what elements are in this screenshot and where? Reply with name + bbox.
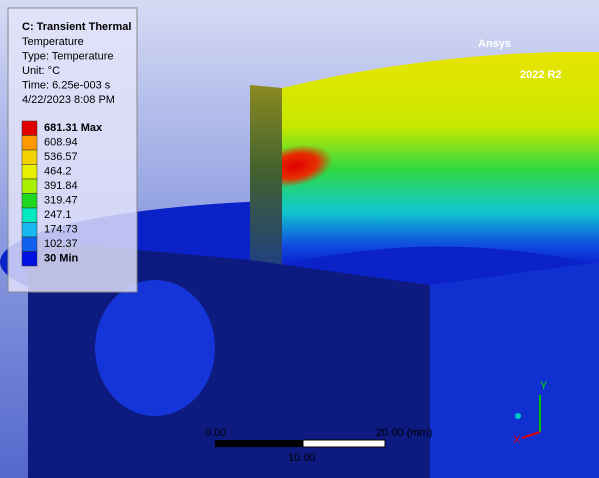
legend-label: 464.2 <box>44 166 72 178</box>
logo: Ansys <box>478 38 511 50</box>
legend-swatch <box>21 135 38 151</box>
legend-swatch <box>21 178 38 194</box>
block-side <box>430 262 599 478</box>
legend-swatch <box>21 120 38 136</box>
legend-swatch <box>21 149 38 165</box>
scale-end: 20.00 (mm) <box>376 427 432 439</box>
legend-label: 102.37 <box>44 238 78 250</box>
legend-line: Unit: °C <box>22 65 60 77</box>
legend-line: Time: 6.25e-003 s <box>22 79 111 91</box>
legend-line: 4/22/2023 8:08 PM <box>22 94 115 106</box>
scale-bar-light <box>302 439 386 448</box>
legend-line: Type: Temperature <box>22 50 114 62</box>
legend-swatch <box>21 193 38 209</box>
legend-swatch <box>21 207 38 223</box>
scale-start: 0.00 <box>205 427 226 439</box>
legend-swatch <box>21 164 38 180</box>
hole <box>95 280 215 416</box>
triad-x-label: X <box>513 434 521 446</box>
triad-z <box>515 413 521 419</box>
triad-y-label: Y <box>540 380 548 392</box>
legend-label: 247.1 <box>44 209 72 221</box>
wall-edge <box>250 85 282 265</box>
legend-label: 681.31 Max <box>44 122 103 134</box>
legend-label: 174.73 <box>44 224 78 236</box>
legend-label: 608.94 <box>44 137 78 149</box>
triad-x-axis <box>521 431 541 439</box>
legend-line: Temperature <box>22 36 84 48</box>
legend-swatch <box>21 236 38 252</box>
scale-bar-dark <box>215 440 303 447</box>
legend-swatch <box>21 222 38 238</box>
legend-label: 391.84 <box>44 180 78 192</box>
scale-mid: 10.00 <box>288 452 316 464</box>
curved-wall <box>282 51 599 266</box>
legend-label: 319.47 <box>44 195 78 207</box>
legend-label: 536.57 <box>44 151 78 163</box>
logo-version: 2022 R2 <box>520 69 562 81</box>
legend-label: 30 Min <box>44 253 79 265</box>
legend-title: C: Transient Thermal <box>22 21 131 33</box>
legend-swatch <box>21 251 38 267</box>
